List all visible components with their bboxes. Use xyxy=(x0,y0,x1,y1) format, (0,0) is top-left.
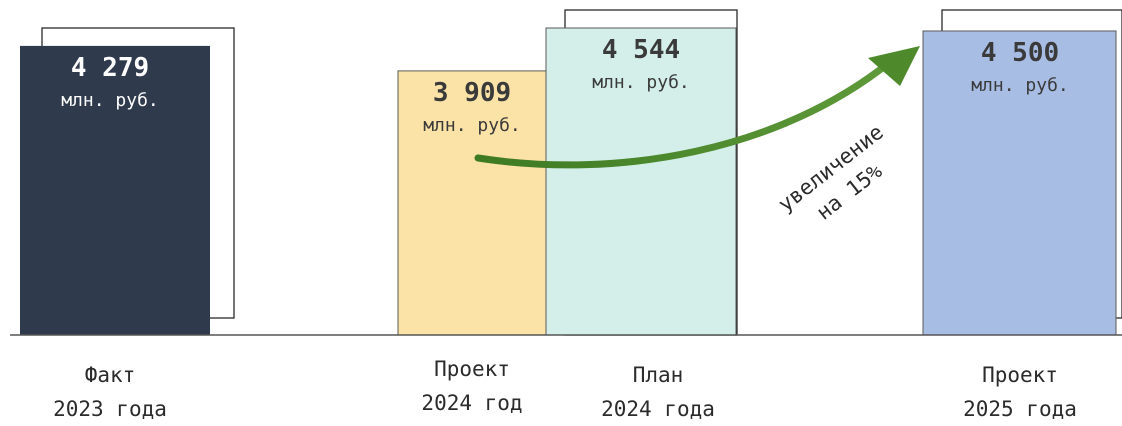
bar-unit-label: млн. руб. xyxy=(423,115,521,136)
bar-1 xyxy=(20,45,210,335)
bar-value-label: 4 544 xyxy=(602,35,680,65)
category-label-line: Факт xyxy=(84,363,136,387)
bar-unit-label: млн. руб. xyxy=(61,90,159,111)
bar-value-label: 4 500 xyxy=(981,38,1059,68)
increase-arrow xyxy=(474,58,894,169)
bar-2 xyxy=(397,70,547,336)
bar-3 xyxy=(545,27,737,336)
category-label-line: Проект xyxy=(434,357,510,381)
category-label: Проект 2024 год xyxy=(372,352,572,420)
category-label: План 2024 года xyxy=(558,358,758,426)
bar-value-label: 3 909 xyxy=(433,78,511,108)
category-label-line: 2024 год xyxy=(421,391,523,415)
category-label: Проект 2025 года xyxy=(920,358,1120,426)
bar-unit-label: млн. руб. xyxy=(971,75,1069,96)
category-label-line: Проект xyxy=(982,363,1058,387)
category-label-line: 2023 года xyxy=(53,397,167,421)
bar-unit-label: млн. руб. xyxy=(592,72,690,93)
category-label-line: 2024 года xyxy=(601,397,715,421)
category-label: Факт 2023 года xyxy=(10,358,210,426)
bar-value-label: 4 279 xyxy=(71,53,149,83)
category-label-line: 2025 года xyxy=(963,397,1077,421)
increase-arrow-head xyxy=(868,46,920,86)
bar-4 xyxy=(922,30,1117,336)
category-label-line: План xyxy=(632,363,684,387)
